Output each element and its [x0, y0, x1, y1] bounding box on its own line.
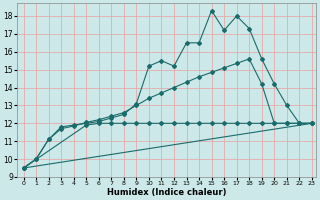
- X-axis label: Humidex (Indice chaleur): Humidex (Indice chaleur): [107, 188, 226, 197]
